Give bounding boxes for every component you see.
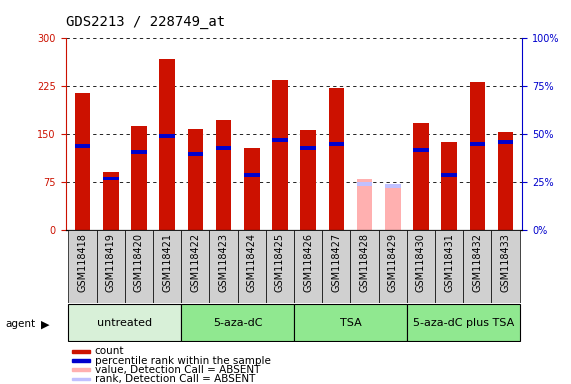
Text: GSM118426: GSM118426: [303, 233, 313, 292]
Text: GSM118428: GSM118428: [360, 233, 369, 292]
Bar: [75, 93, 90, 230]
Text: GSM118431: GSM118431: [444, 233, 454, 292]
Text: GSM118420: GSM118420: [134, 233, 144, 292]
Bar: [188, 129, 203, 230]
FancyBboxPatch shape: [407, 304, 520, 341]
Text: 5-aza-dC: 5-aza-dC: [213, 318, 263, 328]
Text: 5-aza-dC plus TSA: 5-aza-dC plus TSA: [413, 318, 514, 328]
Text: GDS2213 / 228749_at: GDS2213 / 228749_at: [66, 15, 225, 29]
Bar: [103, 172, 119, 230]
FancyBboxPatch shape: [181, 230, 210, 303]
Bar: [357, 182, 372, 186]
Bar: [385, 184, 400, 188]
FancyBboxPatch shape: [492, 230, 520, 303]
Text: ▶: ▶: [41, 319, 50, 329]
FancyBboxPatch shape: [96, 230, 125, 303]
Bar: [357, 179, 372, 230]
Bar: [131, 126, 147, 230]
Text: GSM118422: GSM118422: [190, 233, 200, 293]
FancyBboxPatch shape: [435, 230, 463, 303]
Bar: [413, 148, 429, 152]
Text: GSM118418: GSM118418: [78, 233, 87, 292]
Text: GSM118432: GSM118432: [472, 233, 482, 292]
Bar: [328, 88, 344, 230]
Bar: [244, 149, 260, 230]
Text: GSM118425: GSM118425: [275, 233, 285, 293]
Text: untreated: untreated: [97, 318, 152, 328]
FancyBboxPatch shape: [407, 230, 435, 303]
FancyBboxPatch shape: [294, 304, 407, 341]
Bar: [498, 132, 513, 230]
Bar: [272, 80, 288, 230]
Text: percentile rank within the sample: percentile rank within the sample: [95, 356, 271, 366]
Bar: [498, 140, 513, 144]
Text: GSM118421: GSM118421: [162, 233, 172, 292]
FancyBboxPatch shape: [463, 230, 492, 303]
Text: value, Detection Call = ABSENT: value, Detection Call = ABSENT: [95, 365, 260, 375]
Bar: [441, 142, 457, 230]
Text: GSM118429: GSM118429: [388, 233, 398, 292]
Bar: [328, 142, 344, 146]
Text: GSM118419: GSM118419: [106, 233, 116, 292]
Bar: [159, 134, 175, 138]
Text: count: count: [95, 346, 124, 356]
Bar: [469, 142, 485, 146]
Bar: [300, 130, 316, 230]
FancyBboxPatch shape: [181, 304, 294, 341]
Bar: [385, 184, 400, 230]
Bar: [413, 123, 429, 230]
FancyBboxPatch shape: [351, 230, 379, 303]
Bar: [244, 173, 260, 177]
Text: GSM118423: GSM118423: [219, 233, 228, 292]
Bar: [72, 350, 90, 353]
Text: TSA: TSA: [340, 318, 361, 328]
Bar: [103, 177, 119, 180]
Text: rank, Detection Call = ABSENT: rank, Detection Call = ABSENT: [95, 374, 255, 384]
FancyBboxPatch shape: [322, 230, 351, 303]
FancyBboxPatch shape: [210, 230, 238, 303]
Bar: [300, 146, 316, 150]
Bar: [216, 146, 231, 150]
Bar: [72, 369, 90, 371]
FancyBboxPatch shape: [379, 230, 407, 303]
Bar: [72, 378, 90, 380]
Bar: [216, 120, 231, 230]
Text: GSM118433: GSM118433: [501, 233, 510, 292]
Bar: [159, 59, 175, 230]
Bar: [272, 138, 288, 142]
FancyBboxPatch shape: [294, 230, 322, 303]
Bar: [469, 82, 485, 230]
FancyBboxPatch shape: [153, 230, 181, 303]
Text: GSM118427: GSM118427: [331, 233, 341, 293]
Text: GSM118424: GSM118424: [247, 233, 257, 292]
Bar: [72, 359, 90, 362]
FancyBboxPatch shape: [69, 304, 181, 341]
Bar: [441, 173, 457, 177]
FancyBboxPatch shape: [238, 230, 266, 303]
Text: GSM118430: GSM118430: [416, 233, 426, 292]
FancyBboxPatch shape: [69, 230, 96, 303]
Bar: [131, 150, 147, 154]
FancyBboxPatch shape: [125, 230, 153, 303]
Text: agent: agent: [6, 319, 36, 329]
Bar: [188, 152, 203, 156]
FancyBboxPatch shape: [266, 230, 294, 303]
Bar: [75, 144, 90, 148]
